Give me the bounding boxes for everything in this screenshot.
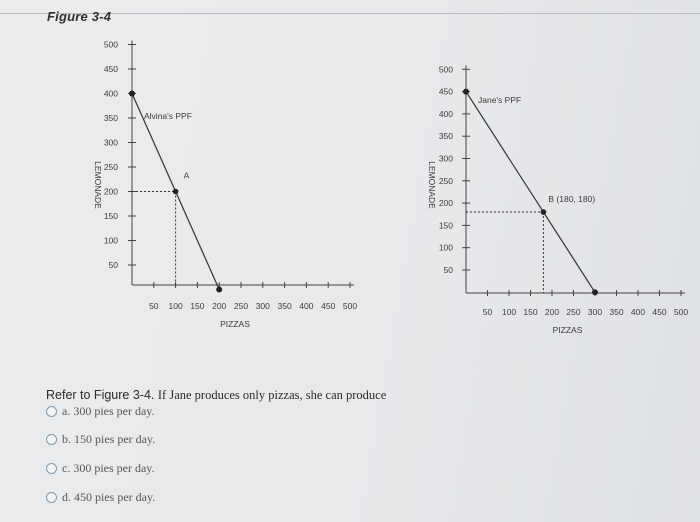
radio-icon[interactable] (46, 463, 57, 474)
x-tick-label: 300 (588, 307, 602, 317)
x-tick-label: 450 (321, 301, 335, 311)
ppf-label: Jane's PPF (478, 95, 521, 105)
x-axis-label: PIZZAS (553, 325, 583, 335)
ppf-line (465, 91, 596, 293)
ppf-endpoint (463, 88, 469, 95)
point-label: A (184, 171, 190, 181)
x-tick-label: 500 (343, 301, 357, 311)
ppf-endpoint (129, 90, 135, 97)
radio-icon[interactable] (46, 434, 57, 445)
y-tick-label: 250 (104, 162, 118, 172)
y-tick-label: 100 (104, 236, 118, 246)
point-marker (172, 188, 179, 195)
y-tick-label: 150 (439, 220, 453, 230)
question-text: Refer to Figure 3-4. If Jane produces on… (46, 388, 386, 403)
x-tick-label: 100 (169, 301, 183, 311)
y-tick-label: 350 (439, 131, 453, 141)
point-label: B (180, 180) (548, 194, 595, 204)
ppf-endpoint (216, 286, 223, 293)
x-tick-label: 50 (483, 307, 493, 317)
y-axis-label: LEMONADE (93, 161, 103, 209)
x-tick-label: 400 (299, 301, 313, 311)
ppf-label: Alvina's PPF (144, 111, 192, 121)
y-tick-label: 500 (439, 64, 453, 74)
y-tick-label: 500 (104, 40, 118, 50)
top-divider (0, 13, 700, 14)
point-marker (540, 209, 547, 215)
y-tick-label: 400 (439, 109, 453, 119)
y-tick-label: 400 (104, 89, 118, 99)
x-tick-label: 350 (609, 307, 623, 317)
x-tick-label: 500 (674, 307, 688, 317)
x-tick-label: 150 (190, 301, 204, 311)
x-tick-label: 250 (566, 307, 580, 317)
y-tick-label: 450 (104, 64, 118, 74)
x-tick-label: 50 (149, 301, 159, 311)
x-tick-label: 150 (523, 307, 537, 317)
x-tick-label: 350 (278, 301, 292, 311)
option-a[interactable]: a. 300 pies per day. (46, 404, 155, 419)
y-tick-label: 300 (439, 154, 453, 164)
y-tick-label: 200 (439, 198, 453, 208)
option-d[interactable]: d. 450 pies per day. (46, 490, 155, 505)
option-c[interactable]: c. 300 pies per day. (46, 461, 155, 476)
ppf-endpoint (592, 289, 598, 296)
y-tick-label: 350 (104, 113, 118, 123)
x-axis-label: PIZZAS (220, 319, 250, 329)
y-tick-label: 200 (104, 187, 118, 197)
option-label: a. 300 pies per day. (62, 404, 155, 418)
radio-icon[interactable] (46, 406, 57, 417)
option-b[interactable]: b. 150 pies per day. (46, 432, 155, 447)
x-tick-label: 450 (652, 307, 666, 317)
x-tick-label: 250 (234, 301, 248, 311)
option-label: b. 150 pies per day. (62, 432, 156, 446)
y-tick-label: 250 (439, 176, 453, 186)
x-tick-label: 200 (212, 301, 226, 311)
x-tick-label: 100 (502, 307, 516, 317)
question-body: If Jane produces only pizzas, she can pr… (157, 388, 387, 402)
y-tick-label: 50 (444, 265, 454, 275)
radio-icon[interactable] (46, 492, 57, 503)
y-axis-label: LEMONADE (427, 161, 437, 209)
x-tick-label: 300 (256, 301, 270, 311)
y-tick-label: 150 (104, 211, 118, 221)
y-tick-label: 450 (439, 87, 453, 97)
y-tick-label: 50 (109, 260, 119, 270)
y-tick-label: 100 (439, 243, 453, 253)
option-label: d. 450 pies per day. (62, 490, 156, 504)
y-tick-label: 300 (104, 138, 118, 148)
x-tick-label: 200 (545, 307, 559, 317)
option-label: c. 300 pies per day. (62, 461, 155, 475)
x-tick-label: 400 (631, 307, 645, 317)
figure-title: Figure 3-4 (47, 9, 112, 24)
question-reference: Refer to Figure 3-4. (46, 388, 155, 402)
